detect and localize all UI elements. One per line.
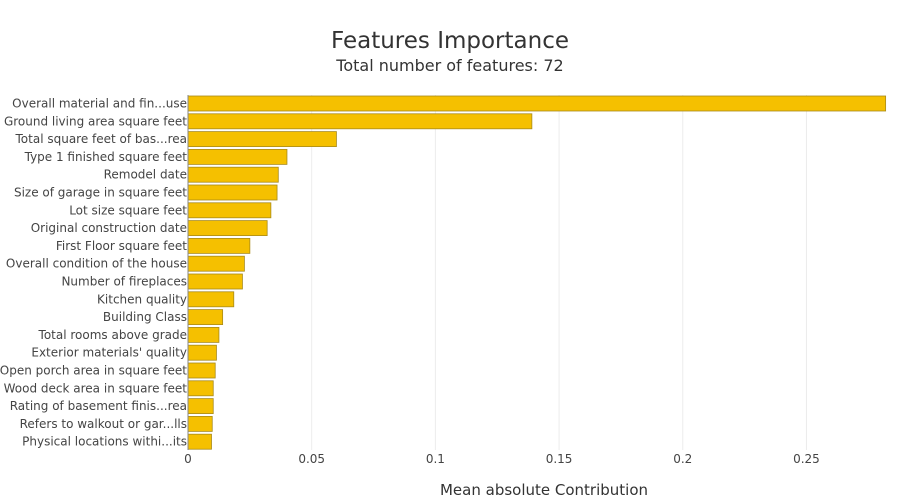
x-axis-title: Mean absolute Contribution bbox=[439, 481, 649, 499]
bar bbox=[187, 433, 212, 450]
y-tick-label: Refers to walkout or gar...lls bbox=[20, 417, 187, 431]
bar bbox=[187, 148, 288, 165]
x-tick-label: 0.15 bbox=[546, 452, 573, 466]
y-tick-label: First Floor square feet bbox=[56, 239, 187, 253]
bar bbox=[187, 326, 220, 343]
y-tick-label: Rating of basement finis...rea bbox=[10, 399, 187, 413]
bar bbox=[187, 380, 214, 397]
y-tick-label: Type 1 finished square feet bbox=[24, 150, 188, 164]
bar bbox=[187, 398, 214, 415]
bar bbox=[187, 113, 533, 130]
y-tick-label: Lot size square feet bbox=[69, 203, 187, 217]
bar bbox=[187, 362, 216, 379]
x-tick-label: 0.25 bbox=[793, 452, 820, 466]
chart-subtitle: Total number of features: 72 bbox=[336, 56, 564, 75]
x-tick-label: 0.2 bbox=[673, 452, 692, 466]
y-tick-label: Building Class bbox=[103, 310, 187, 324]
y-tick-label: Remodel date bbox=[104, 168, 187, 182]
bar bbox=[187, 415, 213, 432]
bar bbox=[187, 166, 279, 183]
bar bbox=[187, 344, 217, 361]
y-tick-label: Physical locations withi...its bbox=[22, 435, 187, 449]
bar bbox=[187, 291, 235, 308]
y-tick-label: Exterior materials' quality bbox=[31, 346, 187, 360]
bar bbox=[187, 273, 243, 290]
y-tick-label: Open porch area in square feet bbox=[0, 364, 187, 378]
chart-title: Features Importance bbox=[330, 28, 569, 54]
x-tick-label: 0.05 bbox=[298, 452, 325, 466]
bar bbox=[187, 309, 224, 326]
y-tick-label: Original construction date bbox=[31, 221, 187, 235]
bar bbox=[187, 237, 251, 254]
y-tick-label: Overall condition of the house bbox=[6, 257, 187, 271]
y-tick-label: Total square feet of bas...rea bbox=[15, 132, 188, 146]
bar bbox=[187, 131, 337, 148]
y-tick-label: Overall material and fin...use bbox=[12, 97, 187, 111]
y-tick-label: Total rooms above grade bbox=[38, 328, 187, 342]
y-tick-label: Kitchen quality bbox=[97, 292, 187, 306]
bar bbox=[187, 202, 272, 219]
y-tick-label: Wood deck area in square feet bbox=[4, 381, 188, 395]
y-tick-label: Ground living area square feet bbox=[4, 114, 187, 128]
bar bbox=[187, 95, 887, 112]
bar bbox=[187, 220, 268, 237]
x-tick-label: 0.1 bbox=[426, 452, 445, 466]
y-tick-label: Number of fireplaces bbox=[61, 275, 187, 289]
y-tick-label: Size of garage in square feet bbox=[14, 186, 187, 200]
bar bbox=[187, 255, 245, 272]
bar bbox=[187, 184, 278, 201]
x-tick-label: 0 bbox=[184, 452, 192, 466]
